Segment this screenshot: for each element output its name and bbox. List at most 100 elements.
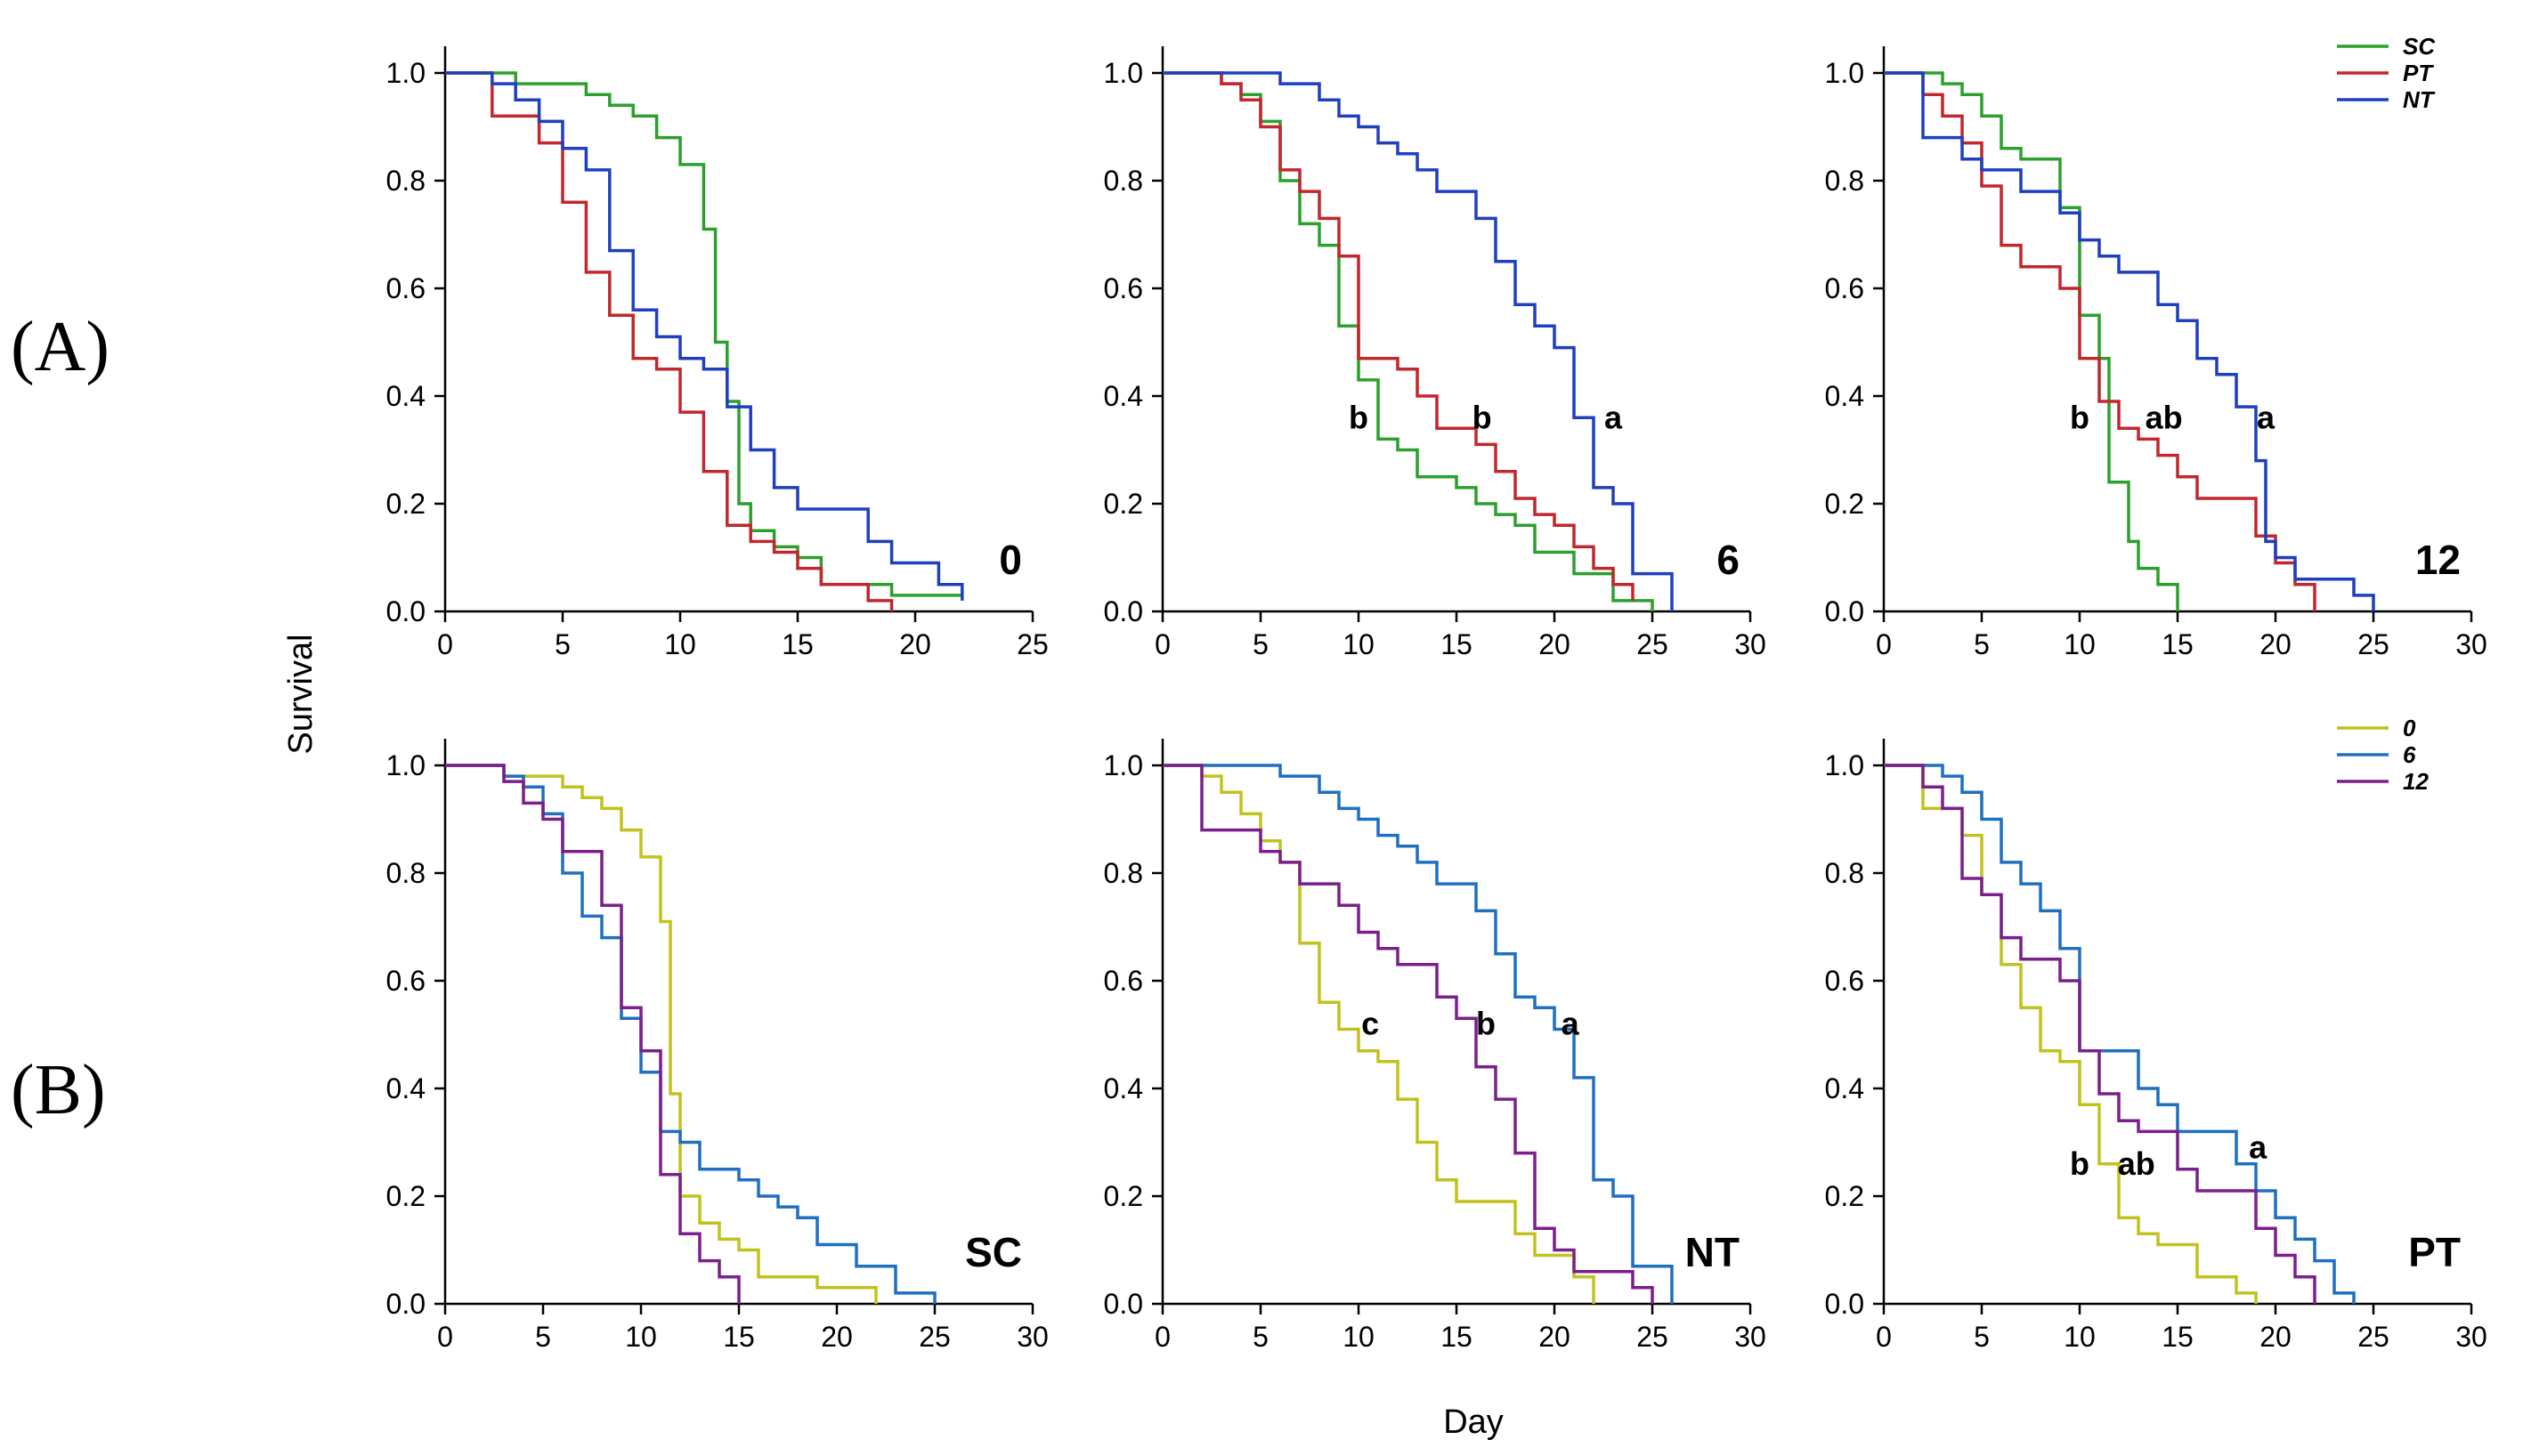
y-tick-label: 0.6 (1825, 272, 1864, 304)
y-tick-label: 0.6 (1825, 965, 1864, 997)
legend-label: NT (2403, 86, 2436, 113)
chart-panel-pt: 0.0 0.2 0.4 0.6 0.8 1.0 0 5 10 15 20 25 30 b ab a PT (1825, 739, 2487, 1353)
series-line-sc (445, 71, 962, 597)
x-tick-label: 20 (2259, 1321, 2292, 1353)
y-tick-label: 0.0 (1825, 595, 1864, 627)
y-tick-label: 0.6 (386, 965, 426, 997)
series-line-pt (445, 71, 894, 611)
series-line-0 (1884, 764, 2258, 1304)
y-tick-label: 1.0 (1104, 749, 1143, 781)
x-tick-label: 5 (1974, 628, 1990, 660)
x-tick-label: 20 (899, 628, 931, 660)
y-tick-label: 0.2 (1104, 488, 1143, 520)
chart-panel-sc: 0.0 0.2 0.4 0.6 0.8 1.0 0 5 10 15 20 25 30 SC (386, 739, 1049, 1353)
x-tick-label: 20 (2259, 628, 2292, 660)
y-tick-label: 1.0 (386, 57, 426, 89)
x-tick-label: 10 (2064, 628, 2096, 660)
significance-label: b (2070, 399, 2089, 435)
x-tick-label: 0 (437, 1321, 453, 1353)
x-tick-label: 30 (1734, 628, 1766, 660)
series-line-6 (1884, 764, 2356, 1304)
y-tick-label: 0.6 (386, 272, 426, 304)
legend-label: SC (2403, 33, 2436, 60)
significance-label: a (2257, 399, 2275, 435)
legend-label: 6 (2403, 741, 2416, 768)
series-line-nt (1884, 71, 2375, 611)
y-tick-label: 0.8 (1104, 165, 1143, 197)
y-tick-label: 0.8 (1104, 857, 1143, 889)
row-label-a: (A) (11, 308, 110, 386)
panel-label: NT (1685, 1229, 1740, 1275)
series-line-0 (1163, 764, 1595, 1304)
y-tick-label: 0.4 (1825, 1072, 1864, 1104)
y-tick-label: 0.0 (1104, 1288, 1143, 1320)
x-tick-label: 25 (2357, 1321, 2389, 1353)
panel-label: 0 (999, 537, 1022, 583)
x-tick-label: 20 (1538, 628, 1570, 660)
y-tick-label: 1.0 (1825, 749, 1864, 781)
y-tick-label: 0.8 (386, 857, 426, 889)
chart-panel-6: 0.0 0.2 0.4 0.6 0.8 1.0 0 5 10 15 20 25 30 b b a 6 (1104, 46, 1766, 660)
x-tick-label: 5 (555, 628, 571, 660)
row-label-b: (B) (11, 1051, 106, 1129)
x-tick-label: 5 (1253, 1321, 1269, 1353)
x-tick-label: 15 (723, 1321, 755, 1353)
series-line-nt (1163, 71, 1674, 611)
x-tick-label: 10 (1343, 628, 1375, 660)
y-tick-label: 0.2 (1825, 1180, 1864, 1212)
series-line-12 (1884, 764, 2316, 1304)
series-line-sc (1884, 71, 2179, 611)
y-tick-label: 1.0 (1825, 57, 1864, 89)
x-tick-label: 25 (1636, 628, 1668, 660)
x-tick-label: 15 (782, 628, 814, 660)
x-tick-label: 30 (1017, 1321, 1049, 1353)
panel-label: 6 (1716, 537, 1740, 583)
significance-label: b (1349, 399, 1368, 435)
legend-label: 12 (2403, 768, 2429, 795)
x-tick-label: 5 (535, 1321, 551, 1353)
y-tick-label: 1.0 (1104, 57, 1143, 89)
y-tick-label: 0.0 (386, 595, 426, 627)
x-tick-label: 0 (1876, 628, 1892, 660)
y-tick-label: 0.0 (1825, 1288, 1864, 1320)
y-tick-label: 0.2 (1825, 488, 1864, 520)
significance-label: c (1361, 1006, 1379, 1042)
x-tick-label: 25 (1636, 1321, 1668, 1353)
chart-panel-nt: 0.0 0.2 0.4 0.6 0.8 1.0 0 5 10 15 20 25 30 c b a NT (1104, 739, 1766, 1353)
y-tick-label: 0.4 (386, 380, 426, 412)
x-tick-label: 0 (437, 628, 453, 660)
y-tick-label: 0.4 (386, 1072, 426, 1104)
x-tick-label: 20 (821, 1321, 853, 1353)
significance-label: a (1604, 399, 1623, 435)
panel-label: SC (965, 1229, 1022, 1275)
series-line-sc (1163, 71, 1654, 611)
x-tick-label: 10 (1343, 1321, 1375, 1353)
x-axis-title: Day (1443, 1403, 1504, 1441)
y-tick-label: 0.2 (1104, 1180, 1143, 1212)
x-tick-label: 15 (2162, 1321, 2194, 1353)
chart-panel-0: 0.0 0.2 0.4 0.6 0.8 1.0 0 5 10 15 20 25 0 (386, 46, 1049, 660)
significance-label: b (2070, 1145, 2089, 1182)
x-tick-label: 30 (2455, 628, 2487, 660)
x-tick-label: 10 (664, 628, 696, 660)
x-tick-label: 15 (1440, 628, 1472, 660)
x-tick-label: 0 (1155, 1321, 1171, 1353)
x-tick-label: 30 (2455, 1321, 2487, 1353)
y-tick-label: 0.0 (1104, 595, 1143, 627)
panel-label: PT (2408, 1229, 2461, 1275)
x-tick-label: 10 (625, 1321, 657, 1353)
series-line-12 (445, 764, 741, 1304)
panel-label: 12 (2415, 537, 2461, 583)
series-line-nt (445, 71, 964, 601)
series-line-12 (1163, 764, 1654, 1304)
significance-label: a (1562, 1006, 1580, 1042)
y-tick-label: 0.8 (1825, 857, 1864, 889)
x-tick-label: 5 (1974, 1321, 1990, 1353)
significance-label: ab (2146, 399, 2183, 435)
x-tick-label: 25 (919, 1321, 951, 1353)
series-line-6 (445, 764, 937, 1304)
x-tick-label: 15 (1440, 1321, 1472, 1353)
x-tick-label: 5 (1253, 628, 1269, 660)
legend-label: 0 (2403, 715, 2416, 741)
